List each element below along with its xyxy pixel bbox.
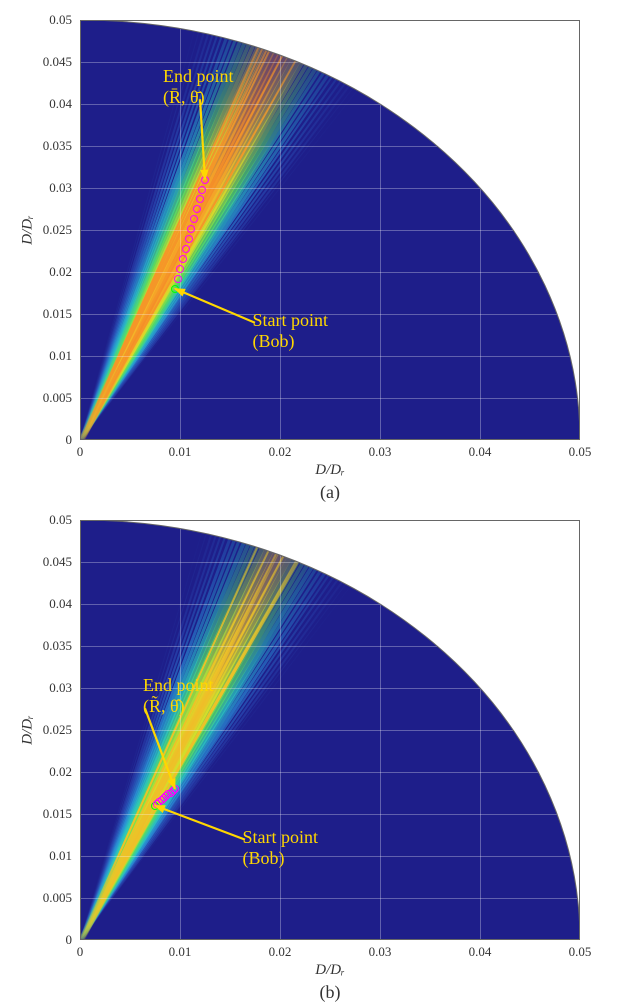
ytick-label: 0.005 (43, 890, 72, 906)
xtick-label: 0.04 (469, 444, 492, 460)
xtick-label: 0 (77, 444, 84, 460)
ytick-label: 0.035 (43, 138, 72, 154)
ytick-label: 0.025 (43, 722, 72, 738)
x-axis-label: D/Dᵣ (315, 462, 345, 479)
ytick-label: 0.03 (49, 180, 72, 196)
xtick-label: 0.05 (569, 444, 592, 460)
xtick-label: 0.05 (569, 944, 592, 960)
xtick-label: 0.04 (469, 944, 492, 960)
xtick-label: 0.02 (269, 944, 292, 960)
plot-background (80, 520, 580, 940)
quarter-circle-mask (80, 20, 580, 440)
ytick-label: 0.045 (43, 54, 72, 70)
ytick-label: 0 (66, 432, 73, 448)
ytick-label: 0.01 (49, 848, 72, 864)
xtick-label: 0.02 (269, 444, 292, 460)
panel-b: End point (R̃, θ̂)Start point (Bob) (80, 520, 580, 940)
xtick-label: 0.01 (169, 944, 192, 960)
ytick-label: 0.04 (49, 96, 72, 112)
xtick-label: 0.01 (169, 444, 192, 460)
ytick-label: 0.05 (49, 512, 72, 528)
subplot-label-a: (a) (320, 482, 340, 503)
ytick-label: 0.02 (49, 264, 72, 280)
ytick-label: 0.045 (43, 554, 72, 570)
ytick-label: 0.005 (43, 390, 72, 406)
ytick-label: 0.04 (49, 596, 72, 612)
ytick-label: 0.035 (43, 638, 72, 654)
quarter-circle-mask (80, 520, 580, 940)
xtick-label: 0.03 (369, 444, 392, 460)
subplot-label-b: (b) (320, 982, 341, 1003)
ytick-label: 0.015 (43, 306, 72, 322)
y-axis-label: D/Dᵣ (20, 215, 37, 245)
x-axis-label: D/Dᵣ (315, 962, 345, 979)
ytick-label: 0.05 (49, 12, 72, 28)
ytick-label: 0.02 (49, 764, 72, 780)
y-axis-label: D/Dᵣ (20, 715, 37, 745)
ytick-label: 0.03 (49, 680, 72, 696)
ytick-label: 0 (66, 932, 73, 948)
xtick-label: 0.03 (369, 944, 392, 960)
plot-background (80, 20, 580, 440)
ytick-label: 0.025 (43, 222, 72, 238)
panel-a: End point (R̄, θ̄)Start point (Bob) (80, 20, 580, 440)
ytick-label: 0.01 (49, 348, 72, 364)
xtick-label: 0 (77, 944, 84, 960)
ytick-label: 0.015 (43, 806, 72, 822)
